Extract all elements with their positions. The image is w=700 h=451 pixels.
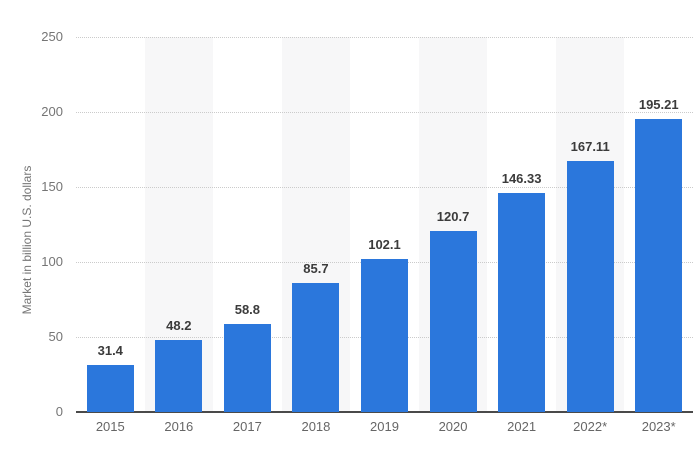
bar-2020[interactable] [429, 230, 477, 412]
x-tick-label: 2019 [370, 419, 399, 434]
bar-value-label: 48.2 [166, 317, 192, 333]
bar-2016[interactable] [155, 339, 203, 412]
bar-value-label: 167.11 [570, 139, 610, 155]
gridline [76, 187, 693, 188]
bar-value-label: 85.7 [303, 261, 329, 277]
y-tick-label: 50 [48, 329, 63, 344]
bar-2015[interactable] [86, 364, 134, 412]
x-tick-label: 2023* [641, 419, 676, 434]
y-tick-label: 250 [41, 29, 63, 44]
bar-2017[interactable] [223, 323, 271, 412]
x-tick-label: 2016 [164, 419, 194, 434]
bar-2021[interactable] [498, 192, 546, 412]
bar-2023[interactable] [635, 119, 683, 412]
y-tick-label: 0 [55, 404, 63, 419]
bar-value-label: 146.33 [501, 170, 542, 186]
gridline [76, 37, 693, 38]
bar-value-label: 195.21 [638, 97, 679, 113]
x-tick-label: 2022* [573, 419, 608, 434]
bar-value-label: 102.1 [368, 236, 401, 252]
x-tick-label: 2021 [507, 419, 537, 434]
bar-2018[interactable] [292, 283, 340, 412]
y-tick-label: 150 [41, 179, 63, 194]
bar-value-label: 31.4 [97, 342, 123, 358]
bar-2022[interactable] [566, 161, 614, 412]
gridline [76, 112, 693, 113]
x-tick-label: 2018 [301, 419, 331, 434]
x-tick-label: 2015 [95, 419, 125, 434]
x-axis-line [76, 411, 693, 413]
bar-2019[interactable] [361, 258, 408, 412]
y-tick-label: 100 [41, 254, 63, 269]
bar-value-label: 120.7 [436, 208, 470, 224]
bar-value-label: 58.8 [234, 301, 261, 317]
x-tick-label: 2020 [438, 419, 468, 434]
y-tick-label: 200 [41, 104, 63, 119]
x-tick-label: 2017 [232, 419, 262, 434]
